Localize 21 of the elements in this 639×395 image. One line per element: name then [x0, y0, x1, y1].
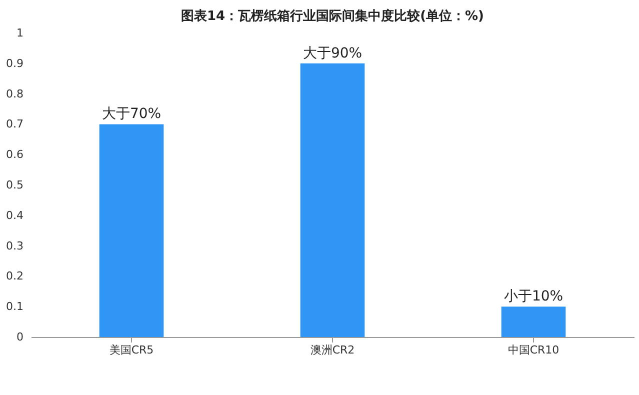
y-tick-label: 0.8	[6, 87, 24, 100]
bar	[501, 306, 566, 337]
y-tick-label: 0.2	[6, 270, 24, 283]
y-tick-label: 1	[16, 26, 24, 40]
y-tick-label: 0	[16, 330, 24, 344]
bar	[99, 124, 164, 337]
y-tick-label: 0.3	[6, 239, 24, 252]
x-tick-label: 中国CR10	[508, 344, 560, 356]
y-tick-label: 0.9	[6, 56, 24, 70]
data-label: 大于90%	[302, 45, 362, 62]
data-label: 大于70%	[102, 106, 162, 122]
chart-title: 图表14：瓦楞纸箱行业国际间集中度比较(单位：%)	[181, 8, 484, 24]
y-tick-label: 0.5	[6, 178, 24, 192]
x-tick-label: 美国CR5	[109, 344, 154, 356]
y-tick-label: 0.1	[6, 300, 24, 314]
x-tick-label: 澳洲CR2	[310, 344, 355, 356]
data-label: 小于10%	[504, 288, 564, 305]
y-tick-label: 0.4	[6, 208, 24, 222]
y-tick-label: 0.7	[6, 118, 24, 131]
y-tick-label: 0.6	[6, 148, 24, 162]
bar	[300, 63, 365, 337]
